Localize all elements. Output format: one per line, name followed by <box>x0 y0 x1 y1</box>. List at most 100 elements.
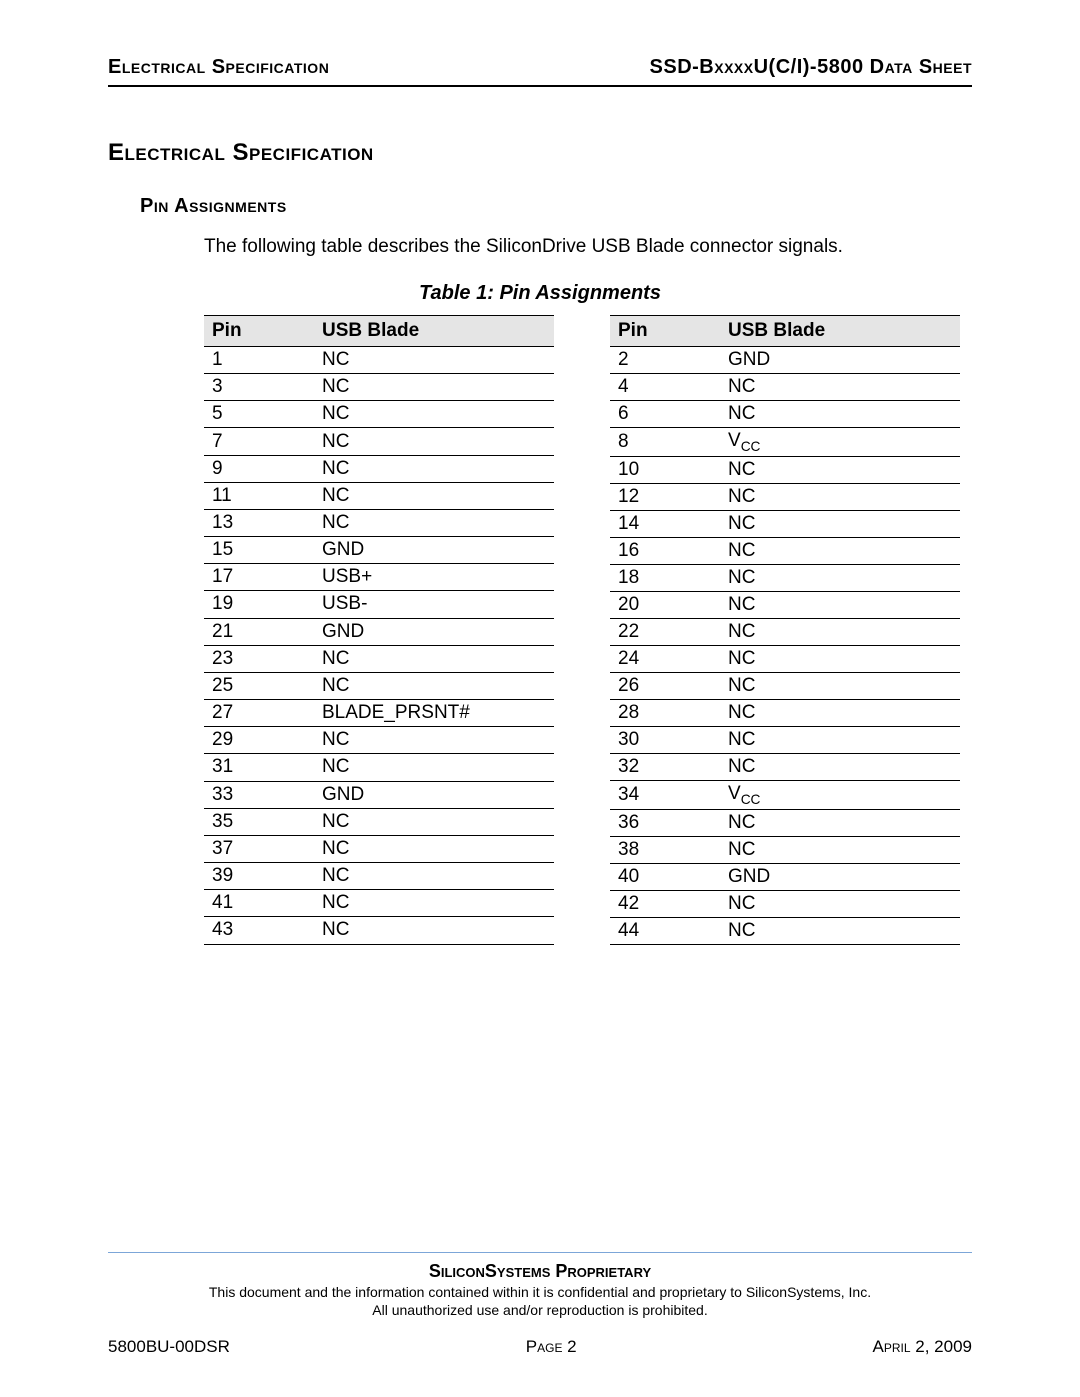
table-row: 41NC <box>204 890 554 917</box>
legal-text: This document and the information contai… <box>108 1284 972 1319</box>
pin-cell: 9 <box>204 455 314 482</box>
pin-table-right: Pin USB Blade 2GND4NC6NC8VCC10NC12NC14NC… <box>610 315 960 945</box>
signal-cell: NC <box>720 726 960 753</box>
table-row: 15GND <box>204 537 554 564</box>
signal-cell: NC <box>720 645 960 672</box>
signal-cell: NC <box>314 754 554 781</box>
table-row: 31NC <box>204 754 554 781</box>
intro-text: The following table describes the Silico… <box>204 236 972 258</box>
table-row: 9NC <box>204 455 554 482</box>
pin-cell: 34 <box>610 780 720 809</box>
table-row: 40GND <box>610 863 960 890</box>
signal-cell: NC <box>720 591 960 618</box>
page-footer: SiliconSystems Proprietary This document… <box>108 1252 972 1357</box>
pin-cell: 32 <box>610 753 720 780</box>
signal-cell: NC <box>314 374 554 401</box>
pin-cell: 21 <box>204 618 314 645</box>
signal-cell: NC <box>720 753 960 780</box>
table-row: 7NC <box>204 428 554 455</box>
pin-cell: 40 <box>610 863 720 890</box>
pin-cell: 39 <box>204 862 314 889</box>
pin-tables: Pin USB Blade 1NC3NC5NC7NC9NC11NC13NC15G… <box>204 315 972 945</box>
pin-cell: 30 <box>610 726 720 753</box>
header-left: Electrical Specification <box>108 56 329 79</box>
signal-cell: NC <box>720 537 960 564</box>
signal-cell: NC <box>720 618 960 645</box>
signal-cell: NC <box>720 510 960 537</box>
pin-cell: 31 <box>204 754 314 781</box>
pin-cell: 24 <box>610 645 720 672</box>
table-row: 16NC <box>610 537 960 564</box>
table-row: 34VCC <box>610 780 960 809</box>
table-row: 28NC <box>610 699 960 726</box>
table-row: 44NC <box>610 917 960 944</box>
pin-cell: 22 <box>610 618 720 645</box>
signal-cell: NC <box>720 401 960 428</box>
pin-cell: 15 <box>204 537 314 564</box>
table-row: 39NC <box>204 862 554 889</box>
table-row: 5NC <box>204 401 554 428</box>
proprietary-label: SiliconSystems Proprietary <box>108 1261 972 1282</box>
signal-cell: NC <box>720 809 960 836</box>
footer-bar: 5800BU-00DSR Page 2 April 2, 2009 <box>108 1337 972 1357</box>
table-row: 4NC <box>610 374 960 401</box>
pin-cell: 6 <box>610 401 720 428</box>
pin-cell: 38 <box>610 836 720 863</box>
signal-cell: NC <box>720 699 960 726</box>
signal-cell: GND <box>314 781 554 808</box>
table-row: 18NC <box>610 564 960 591</box>
pin-cell: 1 <box>204 347 314 374</box>
pin-cell: 17 <box>204 564 314 591</box>
pin-cell: 18 <box>610 564 720 591</box>
pin-cell: 41 <box>204 890 314 917</box>
table-row: 2GND <box>610 347 960 374</box>
signal-cell: USB+ <box>314 564 554 591</box>
signal-cell: NC <box>314 401 554 428</box>
pin-cell: 36 <box>610 809 720 836</box>
pin-table-left: Pin USB Blade 1NC3NC5NC7NC9NC11NC13NC15G… <box>204 315 554 945</box>
table-row: 25NC <box>204 672 554 699</box>
signal-cell: GND <box>720 347 960 374</box>
signal-cell: VCC <box>720 428 960 457</box>
table-row: 12NC <box>610 483 960 510</box>
footer-rule <box>108 1252 972 1253</box>
pin-cell: 3 <box>204 374 314 401</box>
signal-cell: NC <box>314 455 554 482</box>
pin-cell: 4 <box>610 374 720 401</box>
table-row: 3NC <box>204 374 554 401</box>
signal-cell: NC <box>314 347 554 374</box>
section-title: Electrical Specification <box>108 139 972 167</box>
signal-cell: NC <box>720 890 960 917</box>
page-number: Page 2 <box>526 1337 577 1357</box>
pin-cell: 23 <box>204 645 314 672</box>
signal-cell: NC <box>314 509 554 536</box>
signal-cell: GND <box>314 537 554 564</box>
legal-line-1: This document and the information contai… <box>209 1284 871 1300</box>
signal-cell: NC <box>314 862 554 889</box>
pin-cell: 28 <box>610 699 720 726</box>
signal-cell: GND <box>720 863 960 890</box>
signal-cell: BLADE_PRSNT# <box>314 700 554 727</box>
table-row: 23NC <box>204 645 554 672</box>
table-row: 26NC <box>610 672 960 699</box>
signal-cell: GND <box>314 618 554 645</box>
table-row: 21GND <box>204 618 554 645</box>
pin-cell: 26 <box>610 672 720 699</box>
table-row: 24NC <box>610 645 960 672</box>
signal-cell: NC <box>314 428 554 455</box>
pin-cell: 27 <box>204 700 314 727</box>
pin-cell: 10 <box>610 456 720 483</box>
pin-cell: 29 <box>204 727 314 754</box>
pin-cell: 14 <box>610 510 720 537</box>
table-row: 30NC <box>610 726 960 753</box>
signal-cell: NC <box>314 482 554 509</box>
pin-cell: 25 <box>204 672 314 699</box>
signal-cell: NC <box>314 917 554 944</box>
signal-cell: NC <box>314 672 554 699</box>
table-row: 11NC <box>204 482 554 509</box>
signal-cell: NC <box>314 645 554 672</box>
table-row: 27BLADE_PRSNT# <box>204 700 554 727</box>
signal-cell: NC <box>720 917 960 944</box>
signal-cell: USB- <box>314 591 554 618</box>
table-caption: Table 1: Pin Assignments <box>108 282 972 305</box>
